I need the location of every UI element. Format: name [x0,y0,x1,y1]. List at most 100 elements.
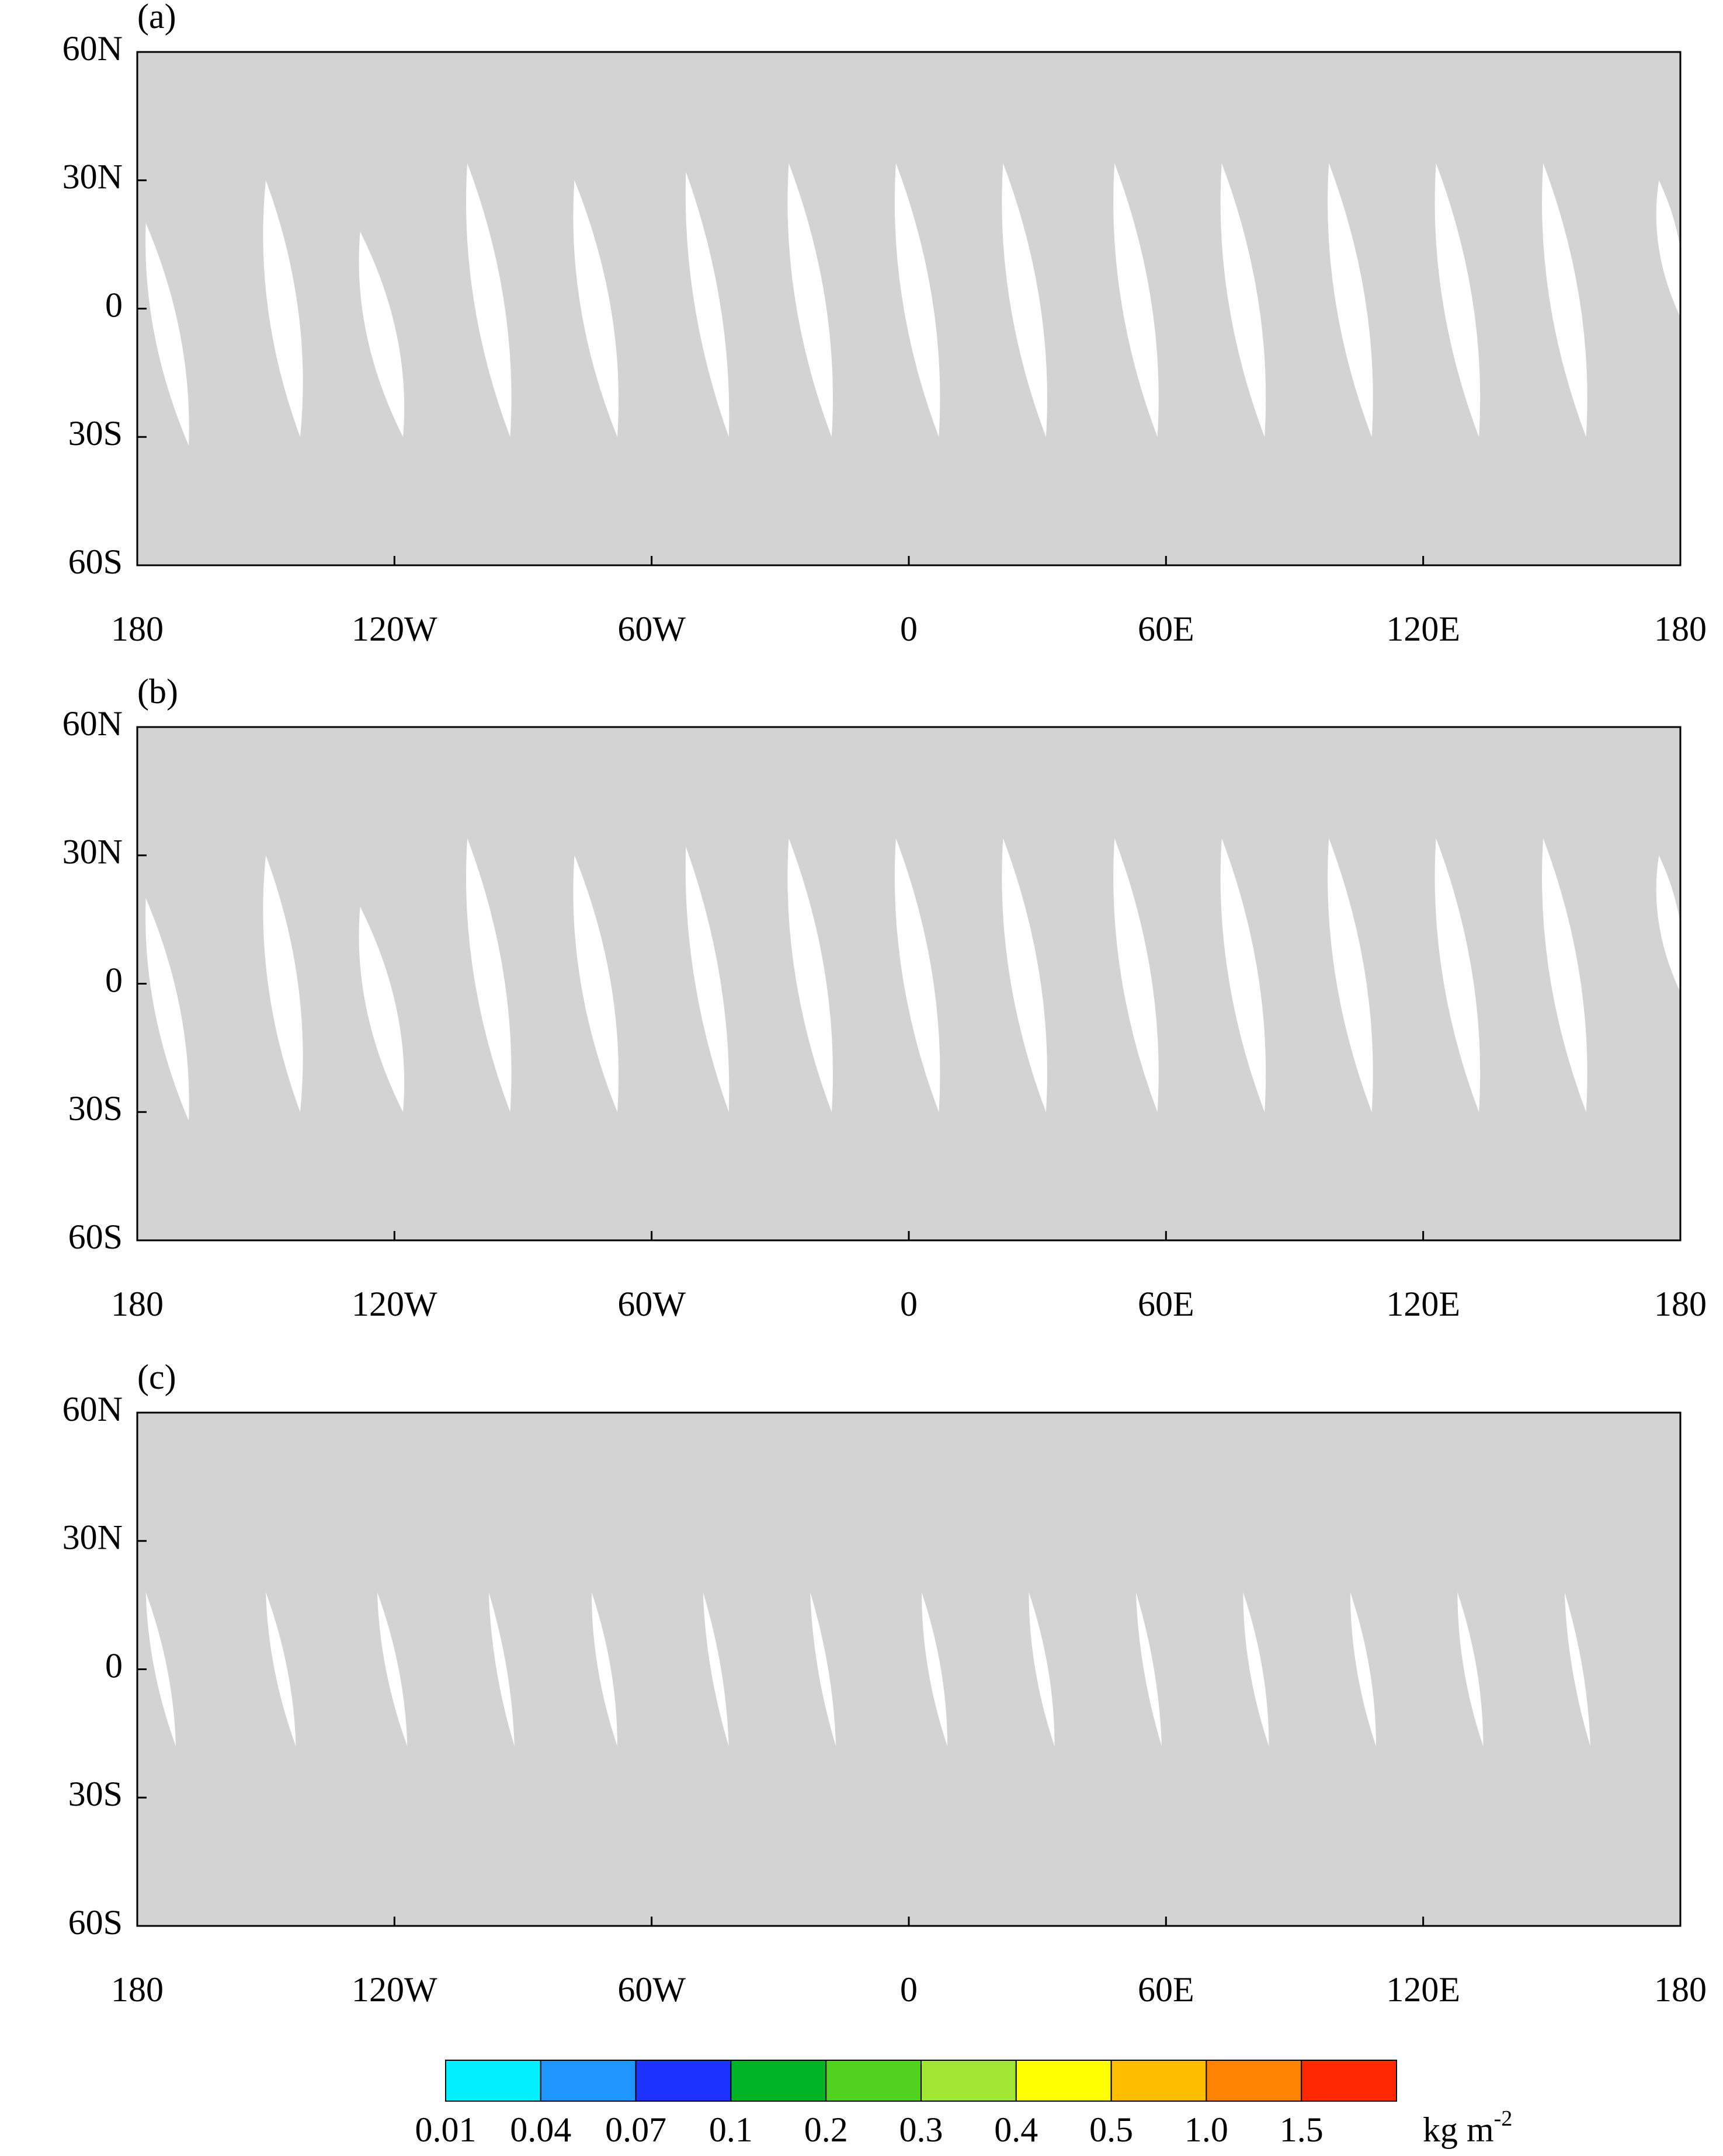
swath-gap [685,172,730,437]
swath-gap [1328,163,1373,437]
colorbar-label: 0.1 [709,2110,753,2149]
map-background [137,1413,1680,1926]
colorbar-label: 0.07 [605,2110,666,2149]
colorbar-box [445,2060,541,2102]
swath-gap [263,180,303,437]
colorbar-label: 0.04 [510,2110,571,2149]
x-tick-label: 180 [1654,1970,1707,2009]
y-tick-label: 0 [105,1646,123,1685]
colorbar-box [730,2060,827,2102]
swath-gap [263,855,303,1112]
colorbar-box [920,2060,1017,2102]
swath-gap [573,180,619,437]
swath-gap [1002,163,1047,437]
swath-gap [1113,163,1159,437]
swath-gap [1328,838,1373,1112]
colorbar-label: 0.3 [899,2110,943,2149]
swath-gap [810,1592,836,1747]
y-tick-label: 60N [62,1390,123,1428]
y-tick-label: 30S [68,414,123,453]
swath-gap [1113,838,1159,1112]
x-tick-label: 120E [1386,1285,1460,1323]
swath-gap [377,1592,408,1747]
panel-label: (b) [137,672,178,711]
colorbar-label: 1.0 [1184,2110,1228,2149]
x-tick-label: 180 [111,610,164,648]
swath-gap [1002,838,1047,1112]
colorbar-label: 0.5 [1089,2110,1133,2149]
swath-gap [787,838,833,1112]
x-tick-label: 180 [111,1970,164,2009]
swath-gap [466,163,512,437]
swath-gap [1220,163,1266,437]
swath-gap [1135,1592,1162,1747]
x-tick-label: 60E [1138,1285,1194,1323]
swath-gap [359,231,405,437]
swath-gap [1457,1592,1484,1747]
y-tick-label: 30S [68,1089,123,1128]
x-tick-label: 180 [111,1285,164,1323]
x-tick-label: 120E [1386,1970,1460,2009]
swath-gap [145,898,189,1121]
x-tick-label: 120E [1386,610,1460,648]
colorbar-box [635,2060,732,2102]
colorbar-box [825,2060,922,2102]
x-tick-label: 120W [352,1970,437,2009]
y-tick-label: 60S [68,1903,123,1942]
swath-gap [1220,838,1266,1112]
swath-gap [1434,163,1481,437]
colorbar-box [1015,2060,1112,2102]
swath-gap [894,838,940,1112]
swath-gap [1434,838,1481,1112]
y-tick-label: 30N [62,1518,123,1557]
x-tick-label: 180 [1654,1285,1707,1323]
x-tick-label: 60W [617,610,686,648]
y-tick-label: 30N [62,833,123,871]
swath-gap [266,1592,296,1747]
y-tick-label: 0 [105,961,123,999]
y-tick-label: 60N [62,704,123,743]
colorbar-box [1301,2060,1397,2102]
x-tick-label: 120W [352,610,437,648]
swath-gap [591,1592,617,1747]
swath-gap [466,838,512,1112]
x-tick-label: 0 [900,610,918,648]
y-tick-label: 30N [62,158,123,196]
x-tick-label: 0 [900,1285,918,1323]
y-tick-label: 60S [68,543,123,581]
swath-gap [787,163,833,437]
swath-gap [685,847,730,1112]
colorbar-label: 0.01 [415,2110,477,2149]
y-tick-label: 30S [68,1775,123,1813]
colorbar-box [1206,2060,1302,2102]
swath-gap [573,855,619,1112]
colorbar-label: 1.5 [1280,2110,1323,2149]
swath-gap [1564,1592,1590,1747]
swath-gap [703,1592,729,1747]
swath-gap [1243,1592,1269,1747]
unit-text: kg m [1423,2110,1494,2149]
swath-gap [1029,1592,1055,1747]
colorbar-unit: kg m-2 [1423,2106,1512,2149]
swath-gap [922,1592,948,1747]
swath-gap [1656,180,1683,318]
swath-gap [145,223,189,446]
panel-label: (c) [137,1358,176,1396]
x-tick-label: 60W [617,1285,686,1323]
swath-gap [145,1592,176,1747]
y-tick-label: 60S [68,1218,123,1256]
swath-gap [1350,1592,1376,1747]
swath-gap [1656,855,1683,993]
panel-label: (a) [137,0,176,36]
colorbar-label: 0.2 [804,2110,848,2149]
swath-gap [894,163,940,437]
x-tick-label: 60E [1138,1970,1194,2009]
x-tick-label: 60E [1138,610,1194,648]
colorbar-box [540,2060,637,2102]
x-tick-label: 0 [900,1970,918,2009]
swath-gap [359,906,405,1112]
colorbar-box [1110,2060,1207,2102]
unit-exponent: -2 [1494,2106,1513,2131]
x-tick-label: 60W [617,1970,686,2009]
